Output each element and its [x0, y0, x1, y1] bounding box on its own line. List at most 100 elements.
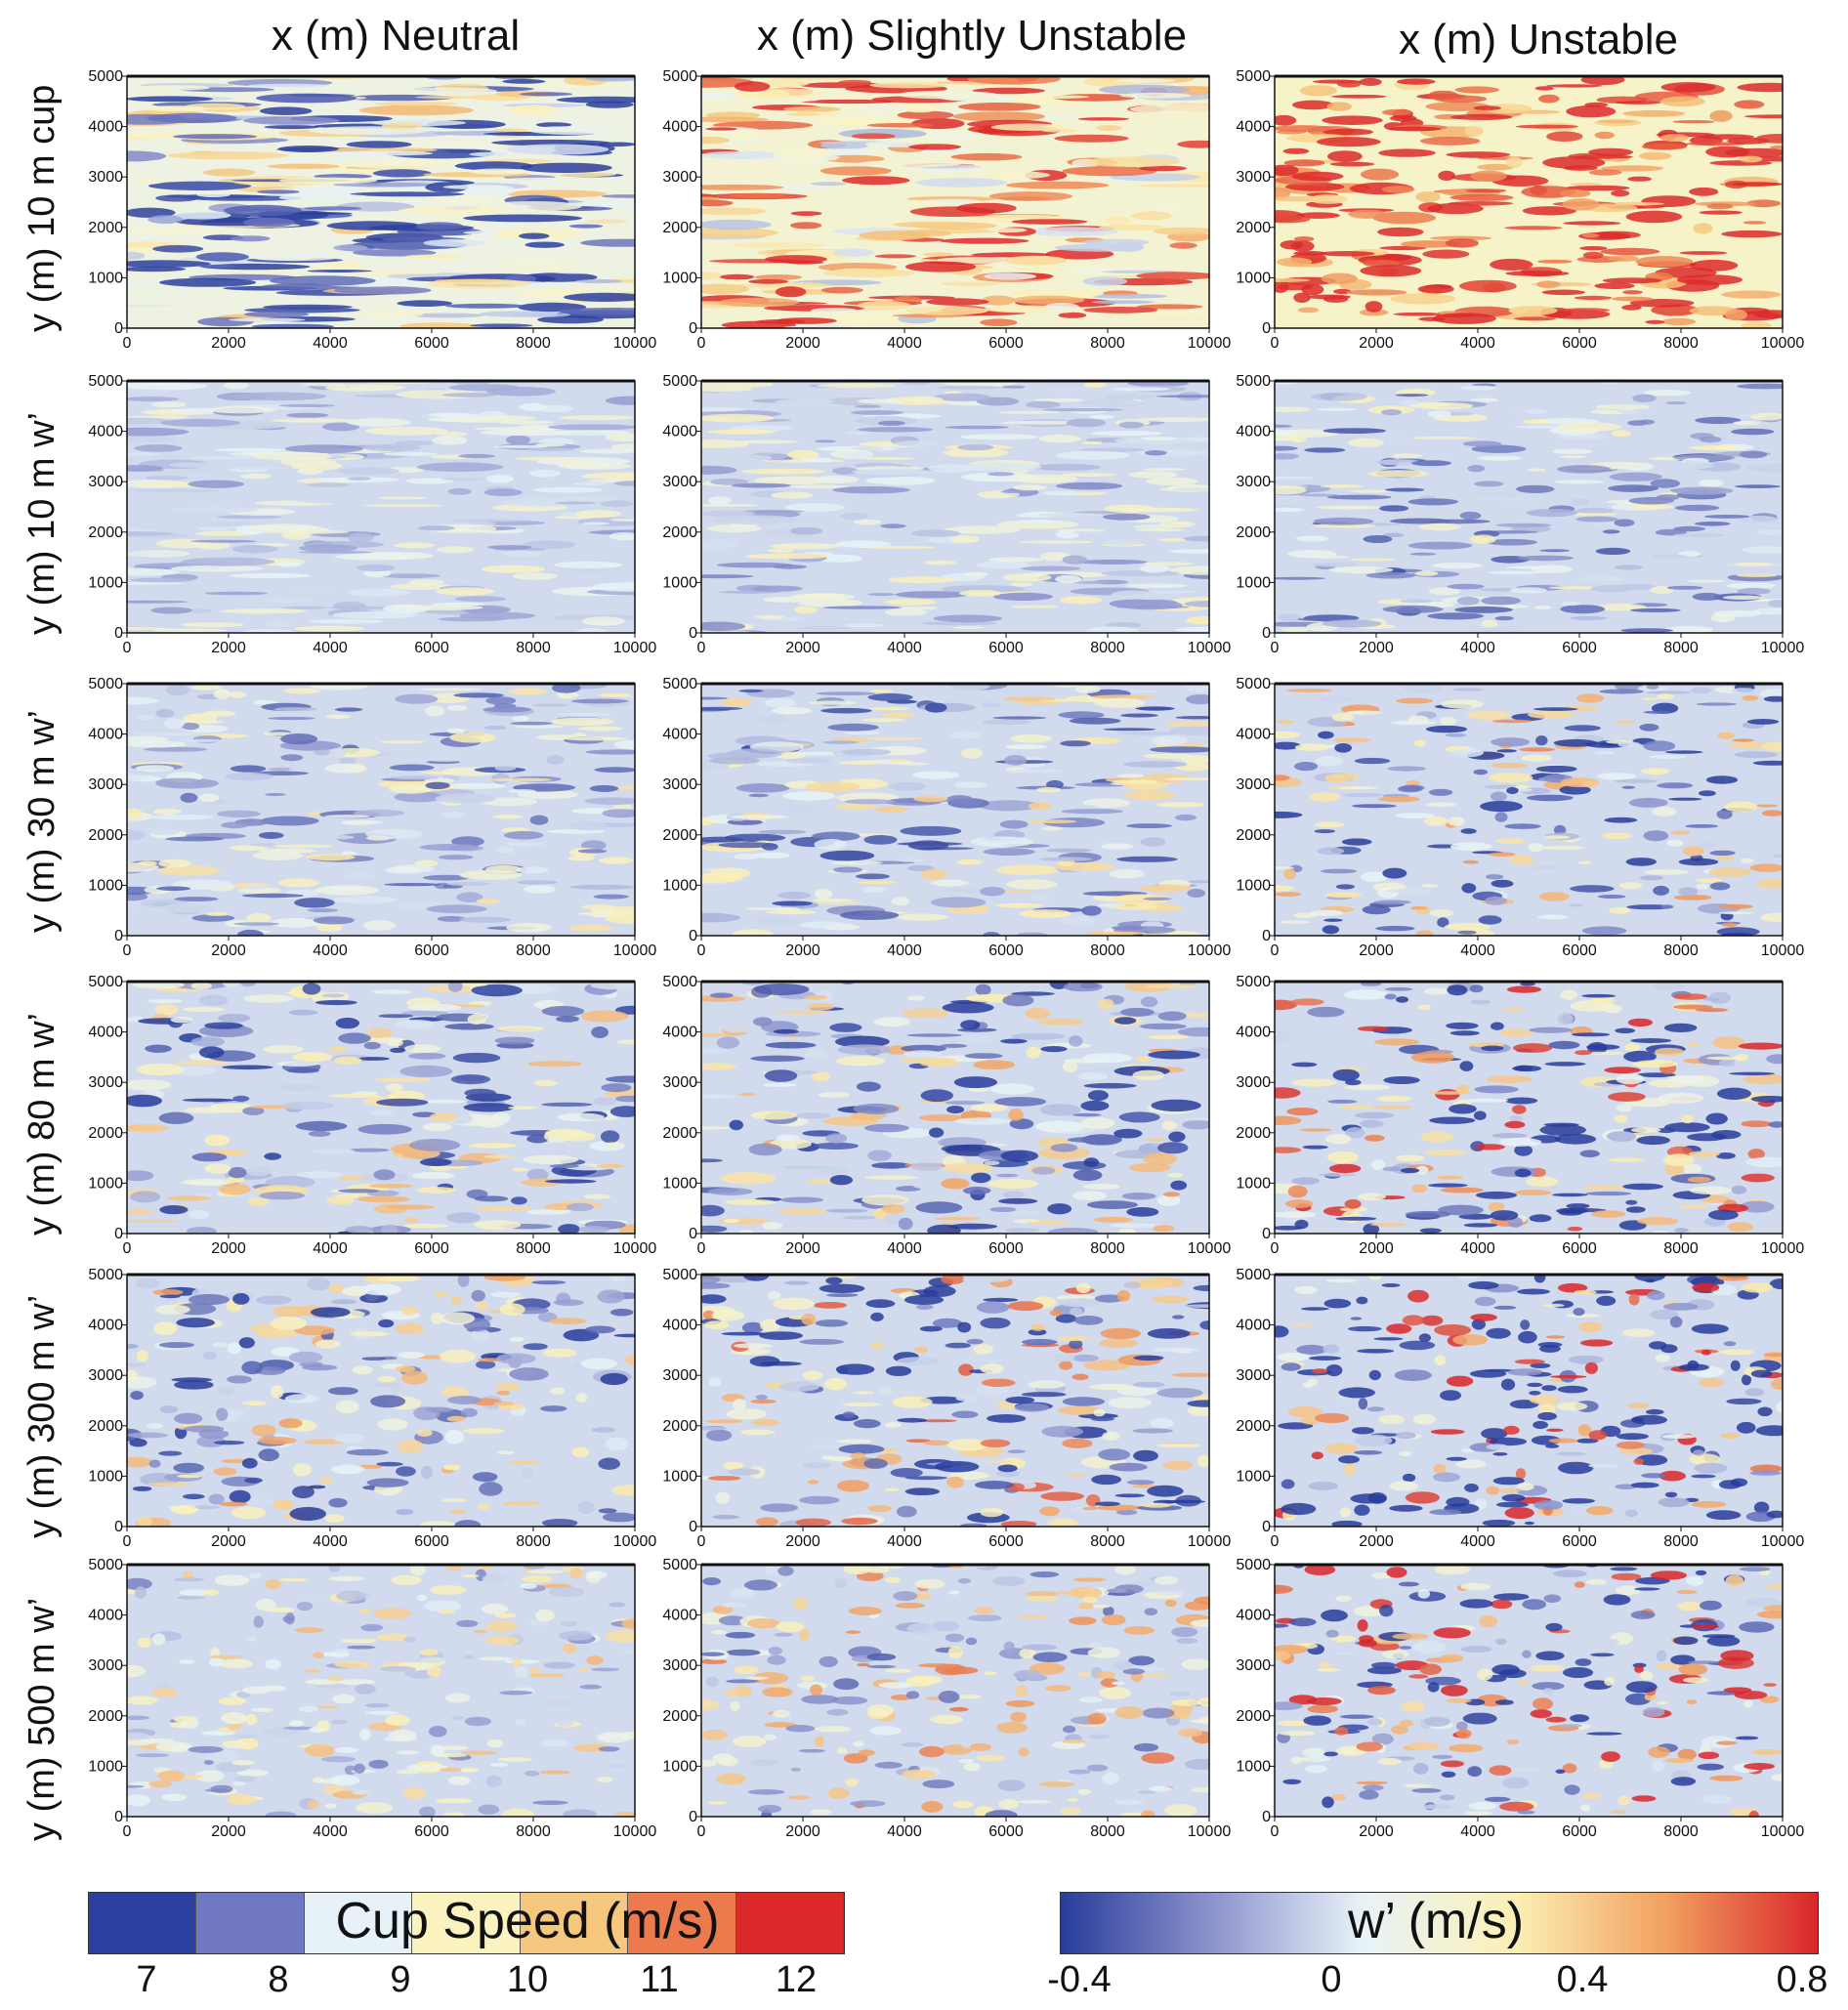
heatmap-cell	[554, 501, 596, 505]
heatmap-cell	[1663, 1153, 1695, 1167]
heatmap-cell	[391, 775, 439, 780]
heatmap-cell	[903, 1050, 943, 1059]
heatmap-cell	[1376, 1095, 1412, 1103]
heatmap-cell	[1548, 586, 1603, 590]
heatmap-cell	[419, 1806, 436, 1817]
heatmap-cell	[1529, 1391, 1541, 1396]
heatmap-cell	[1694, 1462, 1728, 1474]
heatmap-cell	[155, 708, 175, 718]
heatmap-cell	[1555, 1451, 1586, 1456]
heatmap-cell	[127, 1696, 158, 1705]
heatmap-cell	[1554, 480, 1604, 484]
heatmap-cell	[1287, 1185, 1308, 1198]
heatmap-cell	[451, 1715, 465, 1721]
heatmap-cell	[1293, 251, 1327, 256]
row-label-30m-w: y (m) 30 m w’	[21, 710, 63, 933]
heatmap-cell	[1090, 694, 1155, 699]
heatmap-cell	[790, 211, 822, 217]
heatmap-cell	[127, 1079, 172, 1091]
heatmap-cell	[1059, 915, 1095, 926]
heatmap-cell	[586, 1655, 604, 1665]
heatmap-cell	[127, 302, 225, 306]
heatmap-cell	[877, 420, 905, 426]
heatmap-cell	[586, 1570, 608, 1579]
heatmap-cell	[1464, 1483, 1479, 1492]
heatmap-cell	[395, 605, 483, 610]
heatmap-cell	[1638, 419, 1656, 425]
heatmap-cell	[240, 473, 272, 480]
heatmap-cell	[1446, 1022, 1479, 1029]
heatmap-cell	[152, 1633, 166, 1646]
heatmap-cell	[456, 1619, 479, 1627]
heatmap-cell	[232, 1780, 246, 1786]
x-tick-label: 2000	[1359, 640, 1394, 656]
heatmap-cell	[208, 1493, 225, 1505]
heatmap-cell	[214, 447, 286, 452]
heatmap-cell	[391, 1574, 422, 1585]
heatmap-cell	[833, 866, 862, 873]
heatmap-cell	[1402, 1315, 1425, 1326]
heatmap-cell	[755, 1517, 778, 1527]
heatmap-cell	[514, 456, 572, 461]
heatmap-cell	[1709, 109, 1733, 122]
heatmap-cell	[1282, 147, 1310, 154]
heatmap-cell	[1510, 307, 1529, 314]
heatmap-cell	[1419, 1228, 1442, 1234]
heatmap-cell	[1284, 1199, 1314, 1208]
heatmap-cell	[1622, 1183, 1663, 1191]
heatmap-cell	[957, 444, 994, 451]
heatmap-cell	[370, 1395, 406, 1408]
heatmap-cell	[725, 1631, 756, 1639]
heatmap-cell	[1604, 817, 1638, 823]
heatmap-cell	[1323, 128, 1373, 136]
heatmap-cell	[405, 997, 441, 1009]
heatmap-cell	[946, 1439, 988, 1451]
heatmap-cell	[1156, 1194, 1181, 1206]
heatmap-cell	[784, 503, 846, 512]
heatmap-cell	[1484, 104, 1533, 114]
heatmap-cell	[898, 169, 987, 173]
heatmap-cell	[510, 721, 553, 726]
heatmap-cell	[1756, 878, 1783, 890]
heatmap-cell	[1039, 1104, 1081, 1116]
heatmap-cell	[347, 418, 411, 427]
heatmap-cell	[505, 498, 571, 508]
heatmap-cell	[973, 1060, 1016, 1069]
heatmap-cell	[1146, 477, 1198, 486]
x-tick-label: 0	[123, 942, 132, 959]
heatmap-cell	[1597, 895, 1626, 899]
heatmap-cell	[783, 106, 841, 112]
heatmap-cell	[822, 606, 902, 609]
heatmap-cell	[1600, 247, 1660, 256]
heatmap-cell	[962, 571, 988, 577]
heatmap-cell	[1188, 880, 1209, 884]
heatmap-cell	[1488, 1201, 1505, 1212]
heatmap-cell	[1533, 1500, 1563, 1511]
heatmap-cell	[308, 1799, 319, 1809]
heatmap-cell	[218, 1696, 247, 1705]
heatmap-cell	[1168, 1131, 1186, 1143]
heatmap-cell	[441, 1498, 468, 1503]
heatmap-cell	[1436, 1175, 1463, 1180]
heatmap-cell	[1365, 301, 1383, 313]
heatmap-cell	[1281, 626, 1309, 633]
heatmap-cell	[244, 311, 310, 317]
y-tick-label: 4000	[662, 1608, 697, 1624]
heatmap-cell	[905, 306, 988, 315]
heatmap-cell	[332, 1694, 356, 1704]
heatmap-cell	[188, 1294, 231, 1306]
heatmap-cell	[221, 1711, 248, 1725]
heatmap-cell	[805, 781, 861, 792]
heatmap-cell	[1705, 1056, 1746, 1061]
heatmap-cell	[960, 748, 984, 759]
x-tick-label: 8000	[516, 942, 551, 959]
heatmap-cell	[454, 596, 507, 603]
x-tick-label: 6000	[988, 1823, 1024, 1840]
heatmap-cell	[135, 765, 175, 773]
heatmap-cell	[148, 1780, 172, 1788]
heatmap-cell	[331, 835, 355, 840]
heatmap-cell	[1427, 410, 1451, 418]
heatmap-cell	[1497, 1488, 1521, 1493]
heatmap-cell	[837, 1044, 892, 1055]
heatmap-cell	[944, 525, 1021, 534]
